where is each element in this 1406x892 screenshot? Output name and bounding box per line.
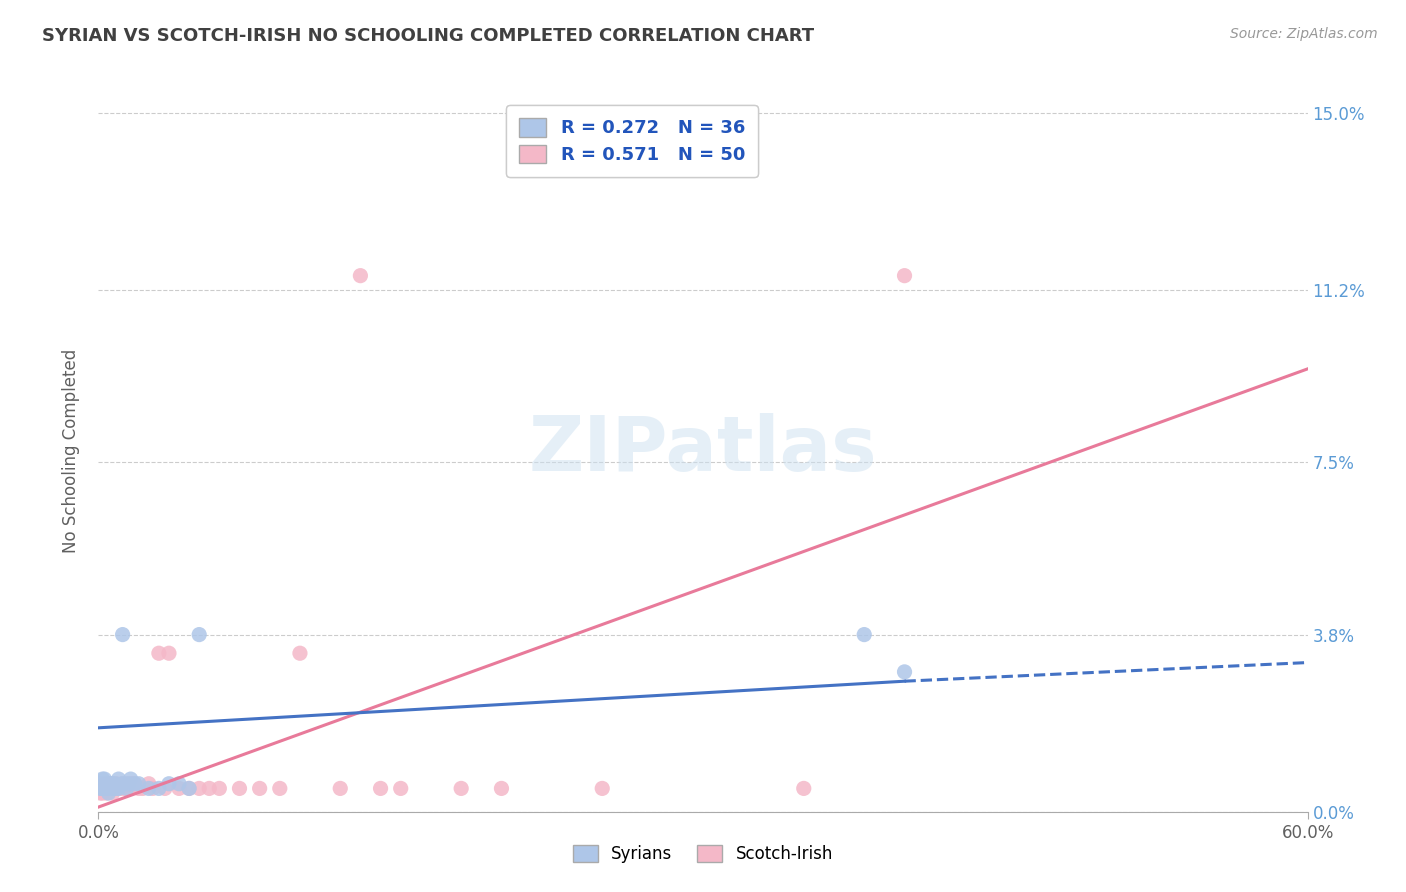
Point <box>97 781 120 796</box>
Point <box>101 777 124 791</box>
Point <box>128 781 150 796</box>
Point <box>93 781 115 796</box>
Point <box>120 777 142 791</box>
Point <box>118 777 141 791</box>
Point <box>97 777 120 791</box>
Point <box>148 781 170 796</box>
Point <box>142 781 165 796</box>
Point <box>124 777 146 791</box>
Point <box>101 781 124 796</box>
Point <box>107 772 129 786</box>
Point <box>208 781 231 796</box>
Point <box>89 781 111 796</box>
Text: SYRIAN VS SCOTCH-IRISH NO SCHOOLING COMPLETED CORRELATION CHART: SYRIAN VS SCOTCH-IRISH NO SCHOOLING COMP… <box>42 27 814 45</box>
Point <box>97 777 120 791</box>
Point <box>107 781 129 796</box>
Point <box>89 777 111 791</box>
Point <box>370 781 392 796</box>
Text: ZIPatlas: ZIPatlas <box>529 414 877 487</box>
Point <box>91 781 114 796</box>
Legend: Syrians, Scotch-Irish: Syrians, Scotch-Irish <box>561 833 845 875</box>
Point <box>111 627 134 641</box>
Point <box>450 781 472 796</box>
Point <box>153 781 176 796</box>
Point <box>100 777 122 791</box>
Point <box>118 781 141 796</box>
Point <box>269 781 291 796</box>
Point <box>491 781 513 796</box>
Point <box>120 772 142 786</box>
Point <box>188 781 211 796</box>
Point <box>138 777 160 791</box>
Point <box>349 268 371 283</box>
Point <box>389 781 412 796</box>
Point <box>89 781 111 796</box>
Point <box>188 627 211 641</box>
Point <box>893 665 915 679</box>
Point <box>148 646 170 660</box>
Point <box>853 627 876 641</box>
Legend: R = 0.272   N = 36, R = 0.571   N = 50: R = 0.272 N = 36, R = 0.571 N = 50 <box>506 105 758 177</box>
Point <box>103 781 125 796</box>
Point <box>96 781 118 796</box>
Point <box>132 781 155 796</box>
Point <box>105 781 128 796</box>
Point <box>96 781 118 796</box>
Point <box>93 777 115 791</box>
Point <box>91 781 114 796</box>
Point <box>97 786 120 800</box>
Point <box>93 781 115 796</box>
Point <box>101 786 124 800</box>
Point <box>198 781 221 796</box>
Point <box>115 781 138 796</box>
Point <box>893 268 915 283</box>
Point <box>114 781 136 796</box>
Point <box>167 781 190 796</box>
Point <box>179 781 201 796</box>
Point <box>100 781 122 796</box>
Point <box>329 781 352 796</box>
Point <box>91 781 114 796</box>
Point <box>115 777 138 791</box>
Point <box>93 772 115 786</box>
Point <box>157 777 180 791</box>
Point <box>111 777 134 791</box>
Point <box>179 781 201 796</box>
Text: Source: ZipAtlas.com: Source: ZipAtlas.com <box>1230 27 1378 41</box>
Point <box>103 777 125 791</box>
Point <box>96 777 118 791</box>
Point <box>91 772 114 786</box>
Point <box>157 646 180 660</box>
Point <box>793 781 815 796</box>
Point <box>121 777 143 791</box>
Point <box>111 777 134 791</box>
Point <box>105 777 128 791</box>
Point <box>101 777 124 791</box>
Point <box>107 781 129 796</box>
Point <box>167 777 190 791</box>
Point <box>138 781 160 796</box>
Point <box>100 777 122 791</box>
Point <box>591 781 613 796</box>
Point <box>110 781 132 796</box>
Point <box>124 777 146 791</box>
Point <box>288 646 311 660</box>
Point <box>128 777 150 791</box>
Point <box>100 781 122 796</box>
Point <box>96 786 118 800</box>
Point <box>93 777 115 791</box>
Y-axis label: No Schooling Completed: No Schooling Completed <box>62 349 80 552</box>
Point <box>89 786 111 800</box>
Point <box>249 781 271 796</box>
Point <box>91 786 114 800</box>
Point <box>97 781 120 796</box>
Point <box>228 781 250 796</box>
